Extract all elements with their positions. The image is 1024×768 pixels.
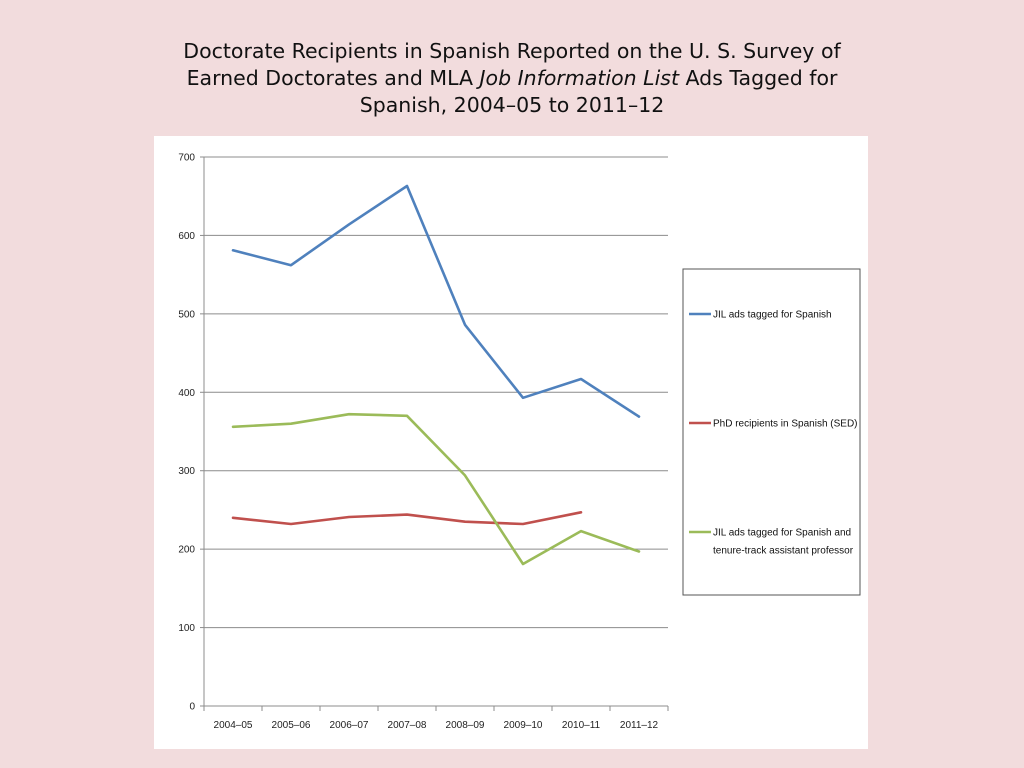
chart-title: Doctorate Recipients in Spanish Reported… <box>150 38 874 119</box>
x-tick-label: 2004–05 <box>214 720 253 731</box>
y-tick-label: 600 <box>178 231 195 242</box>
y-tick-label: 200 <box>178 545 195 556</box>
y-tick-label: 100 <box>178 623 195 634</box>
y-tick-label: 700 <box>178 153 195 164</box>
legend-box <box>682 268 861 596</box>
x-tick-label: 2010–11 <box>562 720 601 731</box>
legend-label-3: tenure-track assistant professor <box>713 546 854 557</box>
legend-label-3: JIL ads tagged for Spanish and <box>713 528 851 539</box>
series-lines <box>231 184 641 566</box>
legend-label-1: JIL ads tagged for Spanish <box>713 310 832 321</box>
x-tick-label: 2005–06 <box>272 720 311 731</box>
x-tick-label: 2008–09 <box>446 720 485 731</box>
chart-title-part1: Doctorate Recipients in Spanish Reported… <box>183 39 841 90</box>
axes: 0 100 200 300 400 500 600 700 2004–05 2005–06 2006… <box>178 153 669 731</box>
chart-title-part2: Ads Tagged for Spanish, 2004–05 to 2011–… <box>359 66 838 117</box>
y-tick-label: 0 <box>189 702 195 713</box>
x-tick-label: 2006–07 <box>330 720 369 731</box>
series-line-2 <box>231 510 583 526</box>
gridlines <box>204 156 668 629</box>
y-tick-label: 300 <box>178 466 195 477</box>
y-tick-label: 500 <box>178 309 195 320</box>
chart-title-italic: Job Information List <box>479 66 680 90</box>
series-line-1 <box>231 184 641 418</box>
legend-label-2: PhD recipients in Spanish (SED) <box>713 419 858 430</box>
x-tick-label: 2007–08 <box>388 720 427 731</box>
y-tick-label: 400 <box>178 388 195 399</box>
x-tick-label: 2009–10 <box>504 720 543 731</box>
x-tick-label: 2011–12 <box>620 720 659 731</box>
series-line-3 <box>231 412 641 566</box>
legend: JIL ads tagged for Spanish PhD recipients… <box>682 268 861 596</box>
